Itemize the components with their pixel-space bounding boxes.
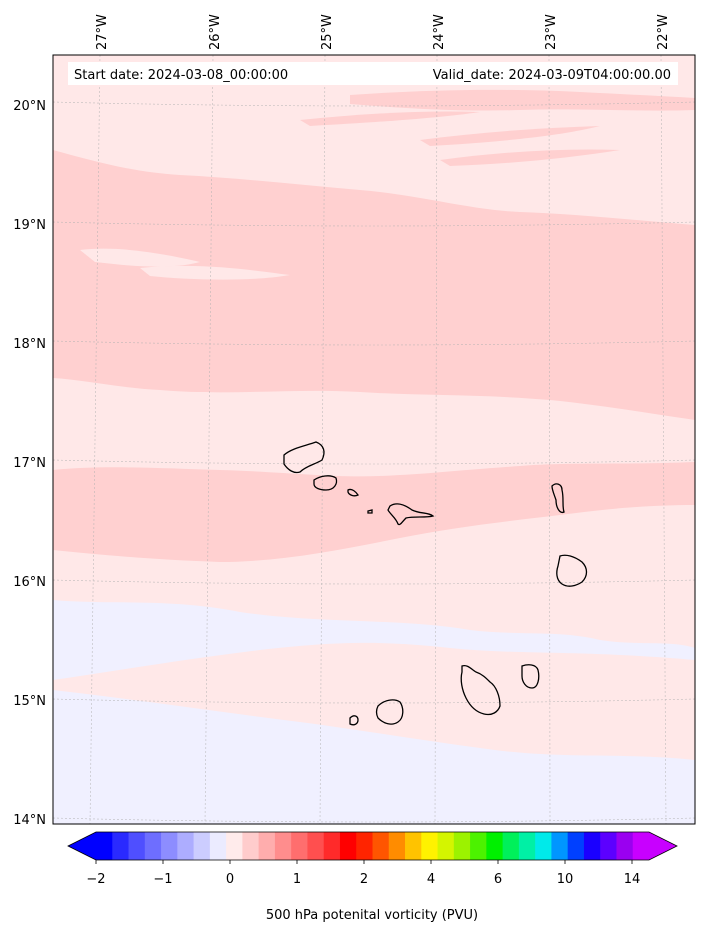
colorbar-segment [470,832,487,860]
colorbar-segment [535,832,552,860]
island-sao-nicolau [387,503,435,526]
pv-band-upper [53,150,695,420]
colorbar-tick: −2 [86,872,105,887]
colorbar-segment [193,832,211,860]
colorbar-segment [632,832,650,860]
pv-band-lower [53,462,695,562]
colorbar-title: 500 hPa potenital vorticity (PVU) [266,908,478,923]
island-boa-vista [556,554,588,587]
island-sao-vicente [313,475,338,491]
colorbar-segment [388,832,406,860]
colorbar-outline [67,831,678,861]
colorbar-segment [144,832,162,860]
lon-label: 23°W [544,14,559,50]
colorbar-segment [616,832,634,860]
colorbar-tick: 10 [557,872,574,887]
colorbar-segment [600,832,617,860]
map-frame [52,54,696,825]
valid-date-label: Valid_date: 2024-03-09T04:00:00.00 [433,68,671,83]
colorbar-segment [486,832,504,860]
colorbar-tick: 1 [293,872,301,887]
island-brava [349,715,359,726]
lon-label: 26°W [208,14,223,50]
colorbar-tick-labels: −2 −1 0 1 2 4 6 8 10 14 [86,872,640,887]
colorbar-tick: 0 [226,872,234,887]
longitude-labels: 27°W 26°W 25°W 24°W 23°W 22°W [95,14,671,50]
colorbar-extend-max [649,832,677,860]
lat-label: 15°N [13,694,46,709]
pv-streak-top-1 [350,89,695,111]
pv-band-lower-light [53,438,244,468]
island-santiago [460,664,501,716]
colorbar-extend-min [68,832,96,860]
pv-streak-2 [140,265,290,280]
colorbar-segment [356,832,373,860]
colorbar-segment [567,832,585,860]
colorbar-segment [583,832,601,860]
map-area [53,55,695,824]
lon-label: 22°W [656,14,671,50]
pv-streak-top-2 [300,111,480,126]
colorbar-segment [96,832,113,860]
colorbar-tick: 2 [360,872,368,887]
colorbar-segment [226,832,243,860]
colorbar-segment [161,832,178,860]
colorbar-segment [177,832,195,860]
pv-streak-1 [80,248,200,267]
colorbar-segment [437,832,455,860]
colorbar-segment [339,832,357,860]
pv-streak-top-3 [420,126,600,146]
colorbar-segment [323,832,341,860]
colorbar-segment [274,832,292,860]
colorbar-segment [453,832,471,860]
lat-label: 16°N [13,575,46,590]
colorbar-segment [307,832,325,860]
island-santa-luzia [347,488,359,497]
island-maio [521,664,540,689]
colorbar-segment [372,832,390,860]
graticule [53,55,695,824]
lat-label: 17°N [13,456,46,471]
lat-label: 18°N [13,337,46,352]
colorbar [67,831,678,864]
lon-label: 24°W [432,14,447,50]
colorbar-segment [112,832,130,860]
pv-streak-top-4 [440,149,620,166]
colorbar-segment [209,832,227,860]
lat-label: 14°N [13,813,46,828]
lon-label: 25°W [320,14,335,50]
island-fogo [375,699,404,725]
start-date-label: Start date: 2024-03-08_00:00:00 [74,68,288,83]
lat-label: 20°N [13,99,46,114]
lon-label: 27°W [95,14,110,50]
coastlines [283,441,588,726]
island-sal [551,483,565,514]
colorbar-segment [242,832,260,860]
lat-label: 19°N [13,218,46,233]
colorbar-segment [421,832,439,860]
colorbar-tick: −1 [153,872,172,887]
colorbar-segment [258,832,276,860]
colorbar-tick: 14 [624,872,641,887]
colorbar-segment [405,832,422,860]
colorbar-tick: 6 [494,872,502,887]
island-branco [367,509,373,514]
info-bar [68,62,678,85]
colorbar-segment [128,832,146,860]
colorbar-segment [502,832,520,860]
colorbar-segment [518,832,536,860]
colorbar-segment [291,832,308,860]
pv-region-mid-pink [53,642,695,760]
latitude-labels: 20°N 19°N 18°N 17°N 16°N 15°N 14°N [13,99,46,828]
colorbar-segment [551,832,569,860]
colorbar-tick: 4 [427,872,435,887]
island-santo-antao [283,441,325,474]
